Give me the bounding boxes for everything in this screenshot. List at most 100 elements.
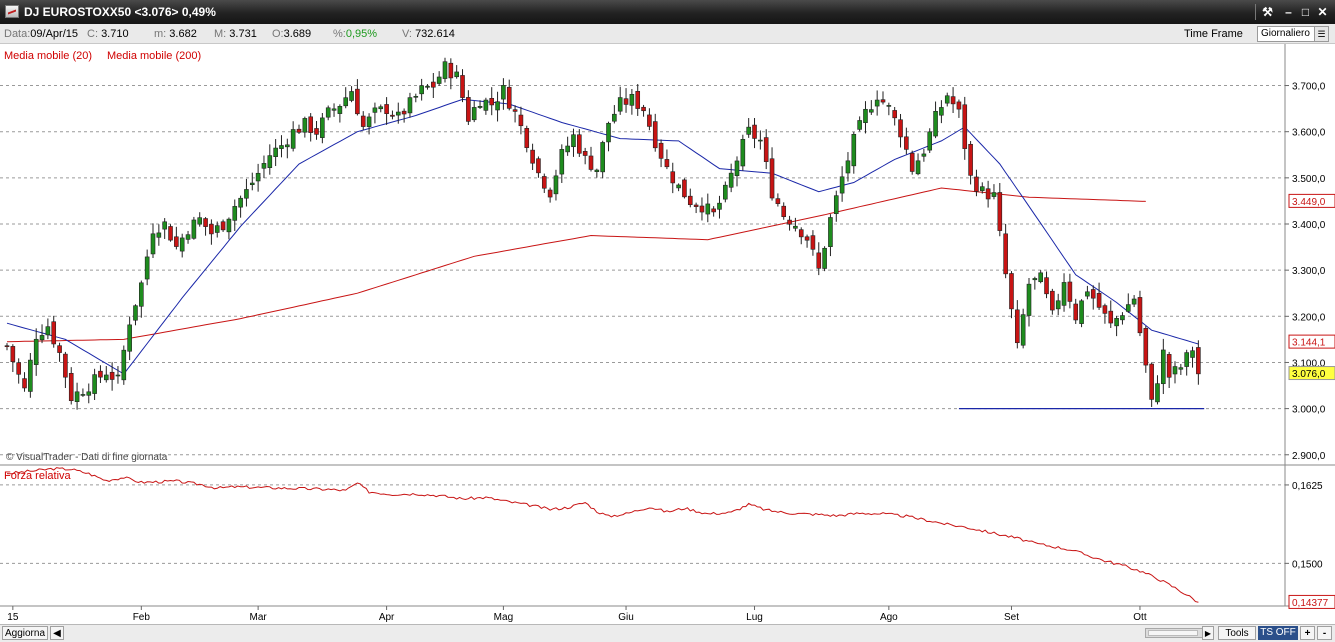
rs-value-tag-label: 0,14377 (1292, 598, 1329, 609)
zoom-in-button[interactable]: + (1300, 626, 1315, 640)
candle-body (1155, 383, 1160, 403)
candle-body (80, 394, 86, 396)
candle-body (267, 155, 273, 168)
scrollbar-thumb[interactable] (1148, 630, 1198, 636)
time-tick-label: Lug (746, 612, 763, 623)
maximize-button[interactable]: □ (1301, 5, 1310, 19)
candle-body (711, 208, 716, 213)
candle-body (962, 104, 968, 149)
value-tag-box (1288, 334, 1335, 349)
date-readout: Data:09/Apr/15 (4, 28, 78, 40)
time-tick-label: Mag (494, 612, 513, 623)
candle-body (343, 97, 349, 107)
date-label: Data: (4, 28, 31, 40)
candle-body (705, 203, 711, 215)
candle-body (156, 232, 162, 238)
candle-body (950, 96, 956, 105)
candle-body (612, 113, 617, 122)
candle-body (886, 105, 892, 107)
ma20-line (6, 98, 1199, 375)
candle-body (728, 172, 734, 188)
candle-body (238, 197, 243, 208)
candle-body (547, 189, 553, 198)
candle-body (174, 236, 179, 247)
chart-canvas[interactable]: 2.900,0 3.000,0 3.100,0 3.200,0 3.300,0 3.400… (0, 44, 1335, 624)
candle-body (997, 192, 1003, 231)
app-chart-icon (5, 5, 19, 18)
candle-body (1061, 282, 1067, 306)
candle-body (133, 305, 138, 321)
candle-body (822, 247, 827, 269)
candle-body (1067, 281, 1073, 302)
candle-body (1131, 298, 1137, 305)
close-button[interactable]: ✕ (1317, 5, 1328, 19)
quote-info-bar: Data:09/Apr/15 C: 3.710 m: 3.682 M: 3.73… (0, 24, 1335, 44)
candle-body (833, 195, 839, 215)
candle-body (296, 128, 302, 133)
candle-body (261, 163, 267, 169)
candle-body (495, 101, 500, 111)
candle-body (623, 98, 629, 105)
candle-body (559, 149, 565, 175)
candle-body (828, 217, 833, 247)
candle-body (676, 184, 681, 189)
candle-body (366, 116, 372, 127)
value-tag-box (1288, 193, 1335, 208)
candle-body (320, 117, 325, 138)
value-tags-layer: 3.449,0 3.144,1 3.076,0 (1288, 193, 1335, 381)
minimize-button[interactable]: – (1285, 5, 1292, 19)
refresh-button[interactable]: Aggiorna (2, 626, 48, 640)
candle-body (512, 109, 518, 112)
value-tag-label: 3.144,1 (1292, 338, 1326, 349)
candle-body (1166, 354, 1172, 378)
candle-body (909, 152, 915, 172)
candle-body (401, 110, 407, 115)
candle-body (1120, 315, 1125, 321)
candle-body (974, 176, 979, 192)
candle-body (658, 142, 664, 159)
candle-body (378, 106, 384, 110)
zoom-out-button[interactable]: - (1317, 626, 1332, 640)
legend-ma20: Media mobile (20) (4, 50, 93, 62)
candle-body (45, 326, 51, 336)
ts-off-button[interactable]: TS OFF (1258, 626, 1298, 640)
dropdown-icon: ☰ (1314, 27, 1328, 41)
time-tick-label: Giu (618, 612, 634, 623)
candle-body (483, 99, 489, 111)
candle-body (431, 81, 436, 88)
candle-body (121, 349, 127, 381)
candle-body (395, 111, 401, 116)
scroll-right-button[interactable]: ▶ (1202, 626, 1214, 640)
candle-body (933, 111, 938, 137)
timeframe-label: Time Frame (1184, 28, 1243, 40)
candle-body (471, 107, 477, 121)
candle-body (191, 219, 197, 239)
time-tick-label: Mar (250, 612, 268, 623)
candle-body (390, 114, 395, 117)
candle-body (63, 353, 68, 378)
candle-body (530, 149, 535, 164)
candle-body (273, 147, 278, 157)
chart-area[interactable]: 2.900,0 3.000,0 3.100,0 3.200,0 3.300,0 3.400… (0, 44, 1335, 624)
candle-body (571, 134, 576, 148)
candle-body (1190, 350, 1195, 358)
candle-body (501, 85, 506, 100)
close-value: 3.710 (101, 28, 129, 40)
time-tick-label: 15 (7, 612, 19, 623)
candle-body (185, 234, 191, 240)
tools-icon[interactable]: ⚒ (1262, 5, 1273, 19)
candle-body (763, 137, 769, 162)
candle-body (518, 114, 524, 127)
candle-body (1143, 328, 1149, 366)
timeframe-select[interactable]: Giornaliero ☰ (1257, 26, 1329, 42)
tools-button[interactable]: Tools (1218, 626, 1256, 640)
candle-body (991, 192, 997, 197)
window-title: DJ EUROSTOXX50 <3.076> 0,49% (24, 5, 216, 19)
candle-body (33, 338, 39, 365)
min-label: m: (154, 28, 167, 40)
scroll-left-button[interactable]: ◀ (50, 626, 64, 640)
candle-body (641, 106, 646, 112)
candle-body (249, 182, 255, 186)
candle-body (448, 62, 454, 79)
time-tick-label: Ago (880, 612, 898, 623)
